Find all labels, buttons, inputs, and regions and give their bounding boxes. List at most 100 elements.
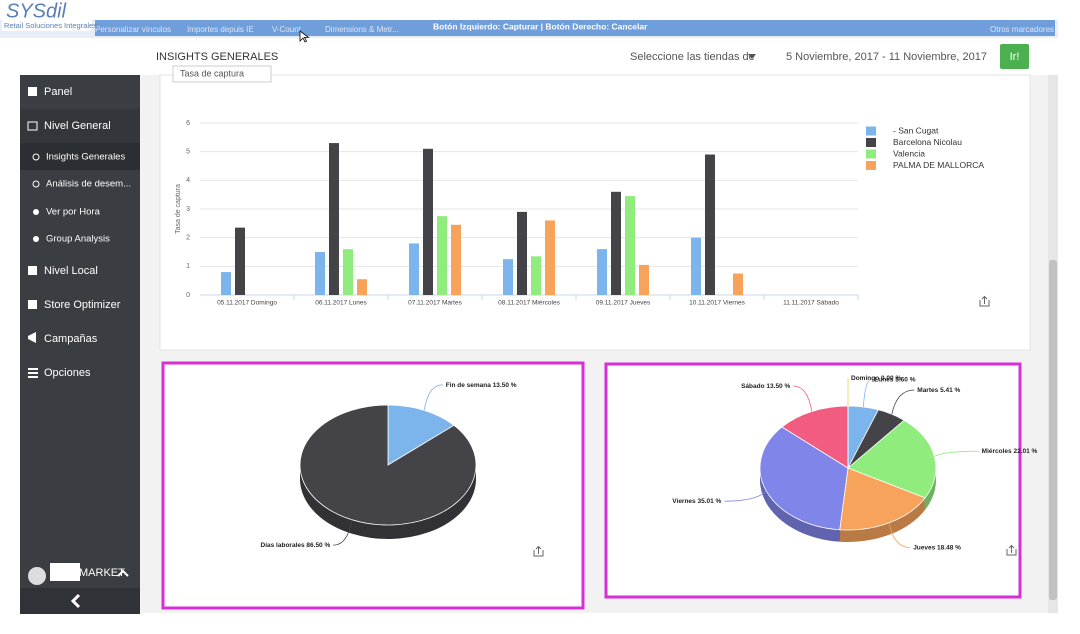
logo-tagline-bg	[2, 20, 92, 31]
export-icon[interactable]	[533, 545, 544, 557]
user-name[interactable]: MARKET	[79, 567, 125, 579]
data-label: Jueves 18.48 %	[913, 544, 961, 551]
export-icon[interactable]	[1006, 544, 1017, 556]
bookmark[interactable]: V-Count	[272, 25, 302, 34]
icon	[28, 266, 37, 275]
nav-item[interactable]: Campañas	[44, 333, 98, 345]
icon	[27, 121, 38, 131]
cursor	[299, 30, 310, 43]
label-value: 13.50 %	[493, 382, 517, 389]
nav-subitem[interactable]: Ver por Hora	[46, 207, 101, 218]
nav-subitem[interactable]: Group Analysis	[46, 234, 110, 245]
bar	[221, 272, 231, 295]
bar	[315, 252, 325, 295]
data-label: Domingo 0.00 %	[851, 375, 901, 382]
nav-item[interactable]: Store Optimizer	[44, 299, 121, 311]
x-tick-label: 08.11.2017 Miércoles	[498, 300, 560, 307]
scroll-thumb[interactable]	[1049, 260, 1057, 600]
metric-select-label[interactable]: Tasa de captura	[180, 68, 244, 78]
data-label: Miércoles 22.01 %	[982, 448, 1038, 455]
legend-label: - San Cugat	[893, 125, 939, 135]
data-label: Viernes 35.01 %	[672, 498, 721, 505]
label-value: 5.41 %	[940, 387, 960, 394]
go-button-label[interactable]: Ir!	[1010, 51, 1020, 63]
collapse-icon[interactable]	[70, 593, 81, 609]
collapse-bar[interactable]	[20, 588, 140, 614]
data-label: Fin de semana 13.50 %	[446, 382, 517, 389]
capture-hint: Botón Izquierdo: Capturar | Botón Derech…	[433, 21, 648, 31]
slice	[759, 426, 849, 531]
page-title: INSIGHTS GENERALES	[156, 51, 278, 63]
y-axis-title: Tasa de captura	[175, 184, 182, 234]
bar	[597, 249, 607, 295]
nav-subitem[interactable]: Análisis de desem...	[46, 179, 131, 190]
leader-line	[333, 519, 353, 546]
icon	[33, 209, 39, 215]
x-tick-label: 09.11.2017 Jueves	[596, 300, 651, 307]
bar	[409, 243, 419, 295]
go-button[interactable]	[1000, 44, 1029, 69]
y-tick-label: 1	[186, 263, 190, 270]
y-tick-label: 2	[186, 235, 190, 242]
export-icon[interactable]	[979, 295, 990, 307]
leader-line	[724, 490, 767, 502]
redaction	[50, 563, 80, 581]
bar	[691, 237, 701, 295]
label-value: 5.60 %	[895, 376, 915, 383]
legend-label: Valencia	[893, 148, 925, 158]
dropdown-caret	[748, 54, 756, 59]
capture-strip	[95, 20, 1055, 36]
caret	[117, 569, 129, 577]
metric-select[interactable]	[172, 65, 272, 83]
bar	[423, 148, 433, 295]
avatar	[28, 567, 46, 585]
y-tick-label: 0	[186, 292, 190, 299]
nav-subitem[interactable]: Insights Generales	[46, 152, 125, 163]
legend-label: PALMA DE MALLORCA	[893, 160, 984, 170]
legend-swatch	[866, 161, 876, 170]
leader-line	[863, 378, 872, 407]
leader-line	[423, 384, 443, 411]
store-select[interactable]: Seleccione las tiendas de	[630, 51, 755, 63]
label-category: Jueves	[913, 544, 935, 551]
bar	[357, 279, 367, 295]
y-tick-label: 6	[186, 120, 190, 127]
date-range[interactable]: 5 Noviembre, 2017 - 11 Noviembre, 2017	[786, 51, 987, 63]
icon	[33, 236, 39, 242]
legend-swatch	[866, 149, 876, 159]
legend-swatch	[866, 138, 876, 147]
label-category: Miércoles	[982, 448, 1012, 455]
label-value: 86.50 %	[306, 542, 330, 549]
bookmark[interactable]: Personalizar vínculos	[95, 25, 171, 34]
bar	[545, 220, 555, 295]
label-category: Viernes	[672, 498, 696, 505]
leader-line	[891, 389, 915, 415]
label-value: 35.01 %	[697, 498, 721, 505]
bar	[611, 191, 621, 295]
nav-item[interactable]: Nivel Local	[44, 265, 98, 277]
bar	[503, 259, 513, 295]
label-category: Lunes	[874, 376, 894, 383]
nav-item[interactable]: Panel	[44, 86, 72, 98]
bar	[705, 154, 715, 295]
label-category: Martes	[917, 387, 938, 394]
slice	[847, 419, 937, 499]
bar	[329, 143, 339, 295]
label-category: Dias laborales	[261, 542, 305, 549]
header	[140, 38, 1050, 75]
label-value: 0.00 %	[881, 375, 901, 382]
bar	[517, 211, 527, 295]
icon	[32, 153, 40, 161]
nav-item[interactable]: Opciones	[44, 367, 91, 379]
bar	[531, 256, 541, 295]
bookmark[interactable]: Importes depuis IE	[187, 25, 254, 34]
slice	[781, 405, 849, 469]
icon	[28, 300, 37, 309]
label-category: Domingo	[851, 375, 879, 382]
bookmark[interactable]: Otros marcadores	[990, 25, 1054, 34]
bookmark[interactable]: Dimensions & Metr...	[325, 25, 399, 34]
bar	[451, 224, 461, 295]
label-value: 13.50 %	[766, 383, 790, 390]
nav-item[interactable]: Nivel General	[44, 120, 111, 132]
